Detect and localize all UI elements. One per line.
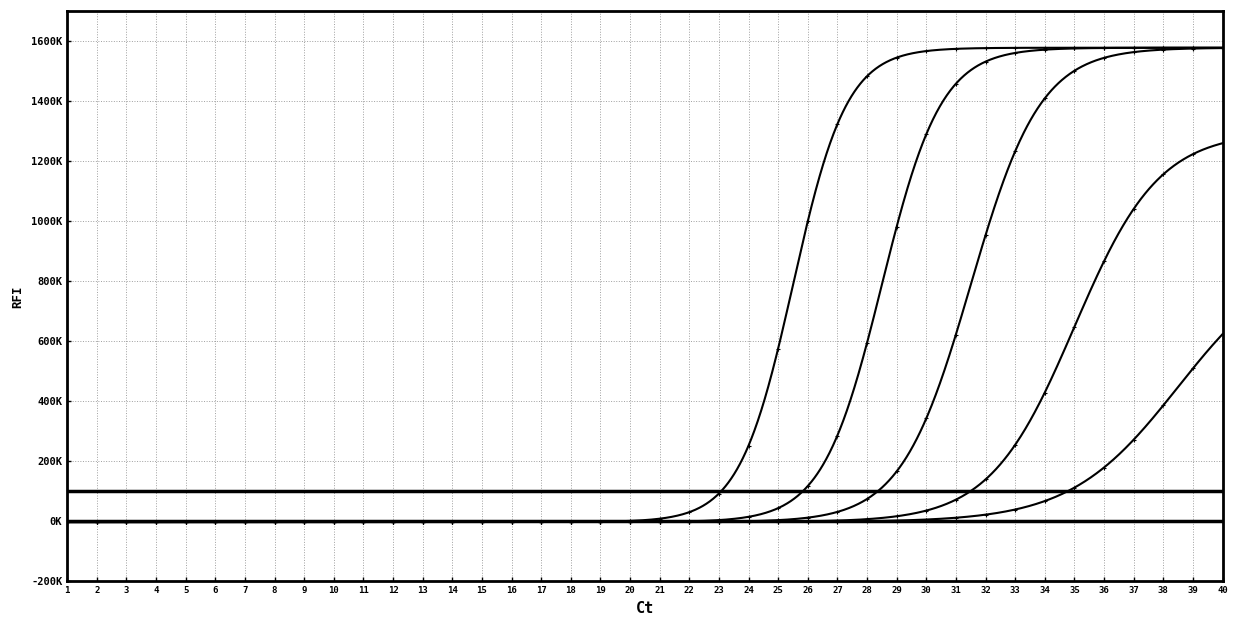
Y-axis label: RFI: RFI — [11, 285, 24, 307]
X-axis label: Ct: Ct — [636, 601, 654, 616]
